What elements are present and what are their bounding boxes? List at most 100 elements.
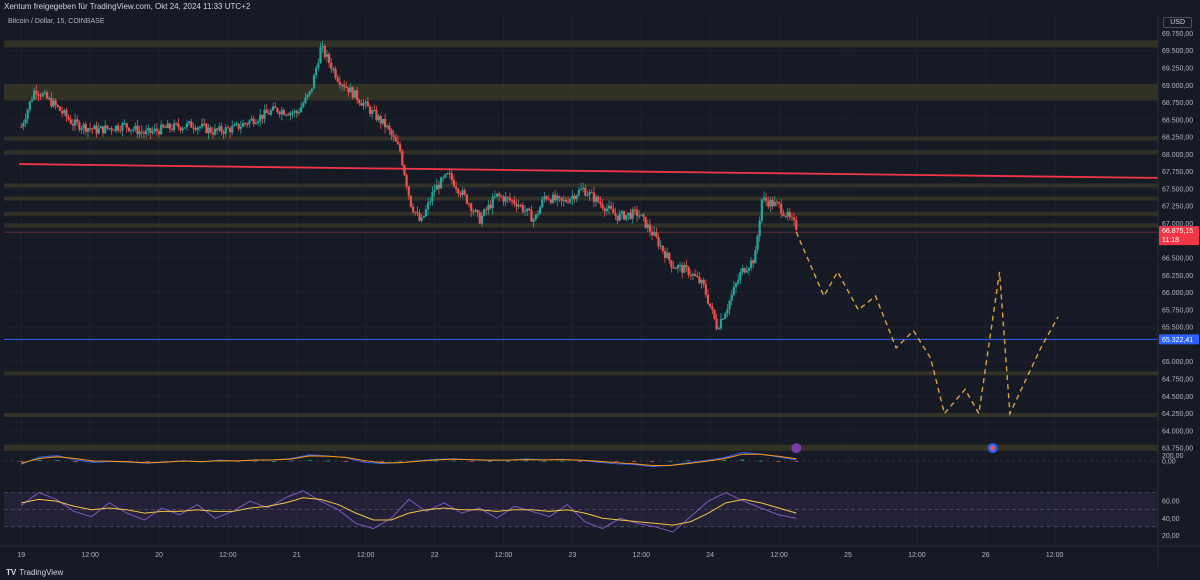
candle-body <box>231 126 234 133</box>
candle-body <box>523 210 527 212</box>
candle-body <box>579 188 583 191</box>
event-marker-icon[interactable] <box>791 443 802 454</box>
candle-body <box>730 294 733 301</box>
tradingview-logo-icon: TV <box>6 568 17 577</box>
candle-body <box>144 130 148 134</box>
candle-body <box>349 87 352 93</box>
candle-body <box>254 123 257 125</box>
candle-body <box>272 106 275 111</box>
candle-body <box>526 208 529 211</box>
candle-body <box>756 236 759 251</box>
currency-button[interactable]: USD <box>1163 17 1192 28</box>
candle-body <box>170 128 174 130</box>
candle-body <box>728 300 731 310</box>
candle-body <box>142 132 146 134</box>
candle-body <box>407 186 410 196</box>
macd-histogram-bar <box>686 460 691 462</box>
price-tick-label: 69.250,00 <box>1162 66 1193 73</box>
resistance-trendline[interactable] <box>19 163 1159 179</box>
candle-body <box>347 87 350 93</box>
candle-body <box>749 260 753 268</box>
price-zone <box>4 211 1158 216</box>
candle-body <box>121 123 124 131</box>
candle-body <box>765 197 768 202</box>
price-tick-label: 67.750,00 <box>1162 169 1193 176</box>
candle-body <box>386 125 389 128</box>
candle-body <box>762 197 766 200</box>
candle-body <box>678 265 682 267</box>
candle-body <box>306 94 309 98</box>
price-tick-label: 69.000,00 <box>1162 83 1193 90</box>
tradingview-logo[interactable]: TV TradingView <box>6 568 63 577</box>
price-axis[interactable]: 69.750,00 69.500,00 69.250,00 69.000,00 68.7… <box>1157 14 1199 566</box>
candle-body <box>157 131 161 135</box>
candle-body <box>224 127 227 134</box>
candle-body <box>218 126 221 131</box>
price-zone <box>4 40 1158 48</box>
drawn-lines[interactable] <box>4 163 1159 340</box>
candle-body <box>45 92 49 99</box>
candle-body <box>683 265 686 273</box>
candle-body <box>719 319 723 329</box>
time-tick-label: 12:00 <box>1046 552 1064 559</box>
candle-body <box>78 122 81 130</box>
candle-body <box>73 119 77 126</box>
candle-body <box>607 205 611 209</box>
candle-body <box>780 203 783 214</box>
event-markers[interactable] <box>791 443 998 454</box>
candle-body <box>67 116 70 120</box>
candle-body <box>782 213 785 216</box>
candle-body <box>439 177 443 189</box>
candle-body <box>685 265 688 268</box>
candle-body <box>48 97 51 99</box>
time-tick-label: 12:00 <box>908 552 926 559</box>
price-tick-label: 69.500,00 <box>1162 48 1193 55</box>
macd-histogram-bar <box>397 461 402 462</box>
candle-body <box>278 112 281 115</box>
candle-body <box>627 212 630 215</box>
candle-body <box>549 199 552 203</box>
candle-body <box>437 184 441 189</box>
candle-body <box>528 208 531 211</box>
candle-body <box>573 195 576 200</box>
candle-body <box>463 190 466 195</box>
candle-body <box>362 103 365 106</box>
candle-body <box>594 196 598 202</box>
candle-body <box>758 220 761 237</box>
candle-body <box>622 211 626 220</box>
candle-body <box>233 124 236 127</box>
candle-body <box>687 267 690 275</box>
candle-body <box>97 128 100 134</box>
candle-body <box>35 90 38 95</box>
candle-body <box>295 110 298 114</box>
candle-body <box>237 123 240 129</box>
candle-body <box>65 110 68 117</box>
candle-body <box>276 108 279 113</box>
candle-body <box>259 114 262 122</box>
candle-body <box>209 127 212 133</box>
candle-body <box>489 204 492 209</box>
candle-body <box>674 267 677 269</box>
candle-body <box>129 129 133 132</box>
candle-body <box>179 127 182 131</box>
candle-body <box>745 270 748 273</box>
time-tick-label: 25 <box>844 552 852 559</box>
candle-body <box>123 123 126 125</box>
candle-body <box>43 92 47 94</box>
time-tick-label: 12:00 <box>81 552 99 559</box>
candle-body <box>743 268 746 273</box>
candle-body <box>696 275 699 278</box>
candle-body <box>455 186 458 190</box>
candle-body <box>392 135 395 138</box>
candle-body <box>560 197 563 201</box>
symbol-legend[interactable]: Bitcoin / Dollar, 15, COINBASE <box>8 18 105 25</box>
candle-body <box>317 63 320 68</box>
macd-histogram-bar <box>73 461 78 463</box>
time-axis[interactable]: 19 12:00 20 12:00 21 12:00 22 12:00 23 12:00 24 12:… <box>0 545 1200 559</box>
rsi-pane <box>4 490 1158 533</box>
price-tick-label: 67.250,00 <box>1162 204 1193 211</box>
price-tick-label: 67.500,00 <box>1162 186 1193 193</box>
candle-body <box>132 129 135 131</box>
candle-body <box>554 194 557 201</box>
